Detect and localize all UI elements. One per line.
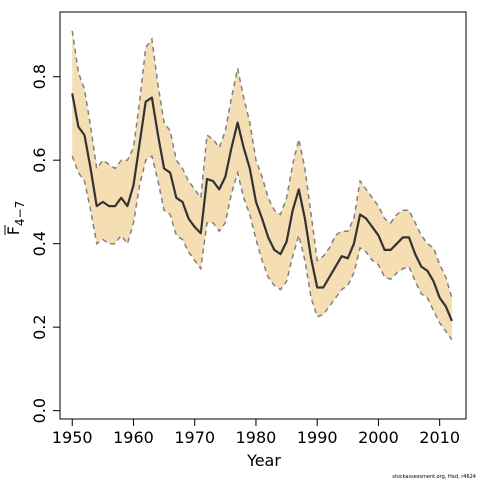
y-axis-title-main: F bbox=[4, 226, 23, 235]
credit-text: stockassessment.org, Had, r4624 bbox=[392, 474, 476, 480]
x-tick-label: 1990 bbox=[297, 428, 338, 447]
y-tick-label: 0.4 bbox=[30, 231, 49, 256]
y-tick-label: 0.8 bbox=[30, 64, 49, 89]
x-tick-label: 1950 bbox=[52, 428, 93, 447]
y-tick-label: 0.0 bbox=[30, 398, 49, 423]
plot-frame bbox=[59, 11, 467, 420]
series-line-layer bbox=[71, 30, 453, 341]
lower-bound-line bbox=[71, 154, 453, 341]
x-tick-label: 1960 bbox=[113, 428, 154, 447]
upper-bound-line bbox=[71, 30, 453, 299]
estimate-line bbox=[71, 93, 453, 322]
svg-text:F4−7: F4−7 bbox=[4, 201, 27, 236]
x-tick-label: 2000 bbox=[358, 428, 399, 447]
x-tick-label: 2010 bbox=[419, 428, 460, 447]
confidence-band bbox=[72, 30, 452, 340]
x-tick-label: 1980 bbox=[236, 428, 277, 447]
y-tick-label: 0.2 bbox=[30, 314, 49, 339]
y-axis-title: F4−7 bbox=[4, 201, 27, 236]
x-axis-title: Year bbox=[246, 451, 281, 470]
y-axis-title-subscript: 4−7 bbox=[13, 201, 27, 226]
confidence-band-layer bbox=[72, 30, 452, 340]
x-tick-label: 1970 bbox=[174, 428, 215, 447]
y-tick-label: 0.6 bbox=[30, 147, 49, 172]
y-axis: 0.0 0.2 0.4 0.6 0.8 bbox=[30, 64, 60, 423]
x-axis: 1950 1960 1970 1980 1990 2000 2010 bbox=[52, 419, 460, 447]
